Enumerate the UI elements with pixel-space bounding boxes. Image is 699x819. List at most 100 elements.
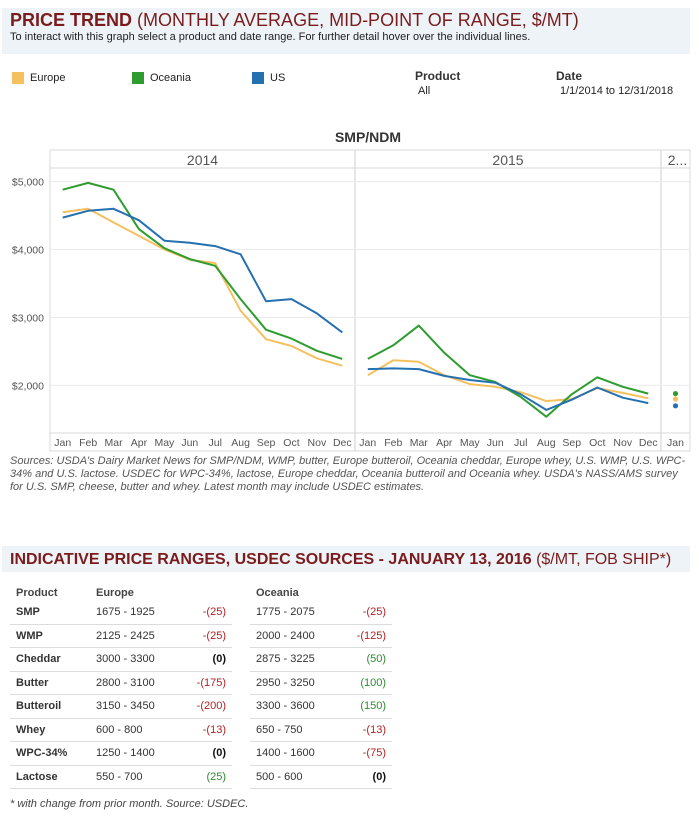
column-gap xyxy=(232,648,250,672)
section2-title-strong: INDICATIVE PRICE RANGES, USDEC SOURCES -… xyxy=(10,551,532,568)
europe-range-cell: 2125 - 2425 xyxy=(90,624,182,648)
oceania-change-cell: (150) xyxy=(342,694,392,719)
series-line-oceania-2015[interactable] xyxy=(367,324,649,418)
table-row: WPC-34% 1250 - 1400 (0) 1400 - 1600 -(75) xyxy=(10,741,392,766)
x-tick-label: Mar xyxy=(104,437,123,449)
sources-note: Sources: USDA's Dairy Market News for SM… xyxy=(10,455,686,493)
europe-range-cell: 1675 - 1925 xyxy=(90,601,182,625)
table-row: Lactose 550 - 700 (25) 500 - 600 (0) xyxy=(10,765,392,789)
plot-border xyxy=(49,149,691,452)
y-tick-label: $4,000 xyxy=(12,245,44,257)
europe-change-cell: -(13) xyxy=(182,718,232,742)
oceania-range-cell: 650 - 750 xyxy=(250,718,342,742)
series-lines xyxy=(62,181,679,418)
header-oceania: Oceania xyxy=(256,587,299,599)
y-tick-label: $3,000 xyxy=(12,312,44,324)
legend-label-us: US xyxy=(270,72,286,84)
x-tick-label: Dec xyxy=(333,437,352,449)
date-filter-label: Date xyxy=(556,69,583,83)
product-cell: WMP xyxy=(10,624,90,648)
legend-label-oceania: Oceania xyxy=(150,72,191,84)
x-tick-label: Feb xyxy=(384,437,402,449)
page-subtitle: To interact with this graph select a pro… xyxy=(10,31,531,43)
x-tick-label: Jun xyxy=(487,437,504,449)
table-row: Butteroil 3150 - 3450 -(200) 3300 - 3600 (15… xyxy=(10,694,392,719)
x-tick-label: Jan xyxy=(359,437,376,449)
x-tick-label: Nov xyxy=(308,437,327,449)
section2-title-rest: ($/MT, FOB SHIP*) xyxy=(536,551,672,568)
series-line-oceania-2014[interactable] xyxy=(62,181,343,360)
page-title: PRICE TREND (MONTHLY AVERAGE, MID-POINT … xyxy=(10,10,579,31)
legend-item-europe[interactable]: Europe xyxy=(12,72,65,84)
product-filter-value[interactable]: All xyxy=(418,85,431,97)
column-gap xyxy=(232,718,250,742)
section2-title: INDICATIVE PRICE RANGES, USDEC SOURCES -… xyxy=(10,551,671,569)
x-tick-label: Feb xyxy=(79,437,97,449)
table-header-row: Product Europe Oceania xyxy=(10,585,392,601)
column-gap xyxy=(232,742,250,766)
legend-item-us[interactable]: US xyxy=(252,72,285,84)
x-tick-label: Mar xyxy=(410,437,429,449)
year-headers: 2014 2015 2... xyxy=(187,152,687,168)
year-header: 2014 xyxy=(187,152,218,168)
oceania-change-cell: -(13) xyxy=(342,718,392,742)
series-point-us-2016[interactable] xyxy=(672,403,679,409)
product-cell: Cheddar xyxy=(10,647,90,672)
title-strong: PRICE TREND xyxy=(10,10,133,30)
x-tick-label: Sep xyxy=(257,437,276,449)
chart-grid xyxy=(50,181,690,386)
europe-change-cell: -(175) xyxy=(182,671,232,695)
series-line-us-2015[interactable] xyxy=(367,367,649,411)
europe-range-cell: 3150 - 3450 xyxy=(90,694,182,719)
legend-swatch-europe xyxy=(12,72,24,84)
legend-item-oceania[interactable]: Oceania xyxy=(132,72,191,84)
column-gap xyxy=(232,601,250,624)
x-tick-label: Aug xyxy=(231,437,250,449)
series-point-oceania-2016[interactable] xyxy=(672,390,679,397)
y-axis-ticks: $2,000 $3,000 $4,000 $5,000 xyxy=(12,177,44,393)
oceania-range-cell: 1400 - 1600 xyxy=(250,741,342,766)
europe-range-cell: 2800 - 3100 xyxy=(90,671,182,695)
y-tick-label: $2,000 xyxy=(12,380,44,392)
legend-swatch-oceania xyxy=(132,72,144,84)
oceania-change-cell: (0) xyxy=(342,765,392,789)
europe-change-cell: -(25) xyxy=(182,601,232,625)
oceania-change-cell: (100) xyxy=(342,671,392,695)
product-cell: Lactose xyxy=(10,765,90,789)
x-tick-label: Dec xyxy=(639,437,658,449)
europe-change-cell: (0) xyxy=(182,647,232,672)
y-tick-label: $5,000 xyxy=(12,177,44,189)
column-gap xyxy=(232,585,250,601)
legend-label-europe: Europe xyxy=(30,72,66,84)
section2-bar xyxy=(2,546,690,572)
year-header: 2... xyxy=(668,152,687,168)
series-point-europe-2016[interactable] xyxy=(672,396,679,402)
column-gap xyxy=(232,671,250,695)
product-cell: Butter xyxy=(10,671,90,695)
europe-range-cell: 3000 - 3300 xyxy=(90,647,182,672)
table-row: WMP 2125 - 2425 -(25) 2000 - 2400 -(125) xyxy=(10,624,392,648)
column-gap xyxy=(232,695,250,719)
title-bar xyxy=(2,8,690,54)
table-row: SMP 1675 - 1925 -(25) 1775 - 2075 -(25) xyxy=(10,601,392,625)
oceania-range-cell: 3300 - 3600 xyxy=(250,694,342,719)
product-cell: Whey xyxy=(10,718,90,742)
title-rest: (MONTHLY AVERAGE, MID-POINT OF RANGE, $/… xyxy=(137,10,579,30)
x-tick-label: Apr xyxy=(131,437,148,449)
europe-range-cell: 550 - 700 xyxy=(90,765,182,789)
column-gap xyxy=(232,765,250,789)
x-tick-label: Jul xyxy=(208,437,221,449)
oceania-range-cell: 1775 - 2075 xyxy=(250,601,342,625)
product-filter-label: Product xyxy=(415,69,461,83)
table-row: Whey 600 - 800 -(13) 650 - 750 -(13) xyxy=(10,718,392,742)
series-line-europe-2014[interactable] xyxy=(62,207,343,367)
x-tick-label: Oct xyxy=(589,437,605,449)
product-cell: Butteroil xyxy=(10,694,90,719)
oceania-range-cell: 2950 - 3250 xyxy=(250,671,342,695)
oceania-change-cell: (50) xyxy=(342,647,392,672)
date-filter-value[interactable]: 1/1/2014 to 12/31/2018 xyxy=(560,85,674,97)
series-line-us-2014[interactable] xyxy=(62,207,343,334)
x-tick-label: Jan xyxy=(667,437,684,449)
price-range-table: Product Europe Oceania SMP 1675 - 1925 -(2… xyxy=(10,585,392,789)
oceania-range-cell: 2875 - 3225 xyxy=(250,647,342,672)
